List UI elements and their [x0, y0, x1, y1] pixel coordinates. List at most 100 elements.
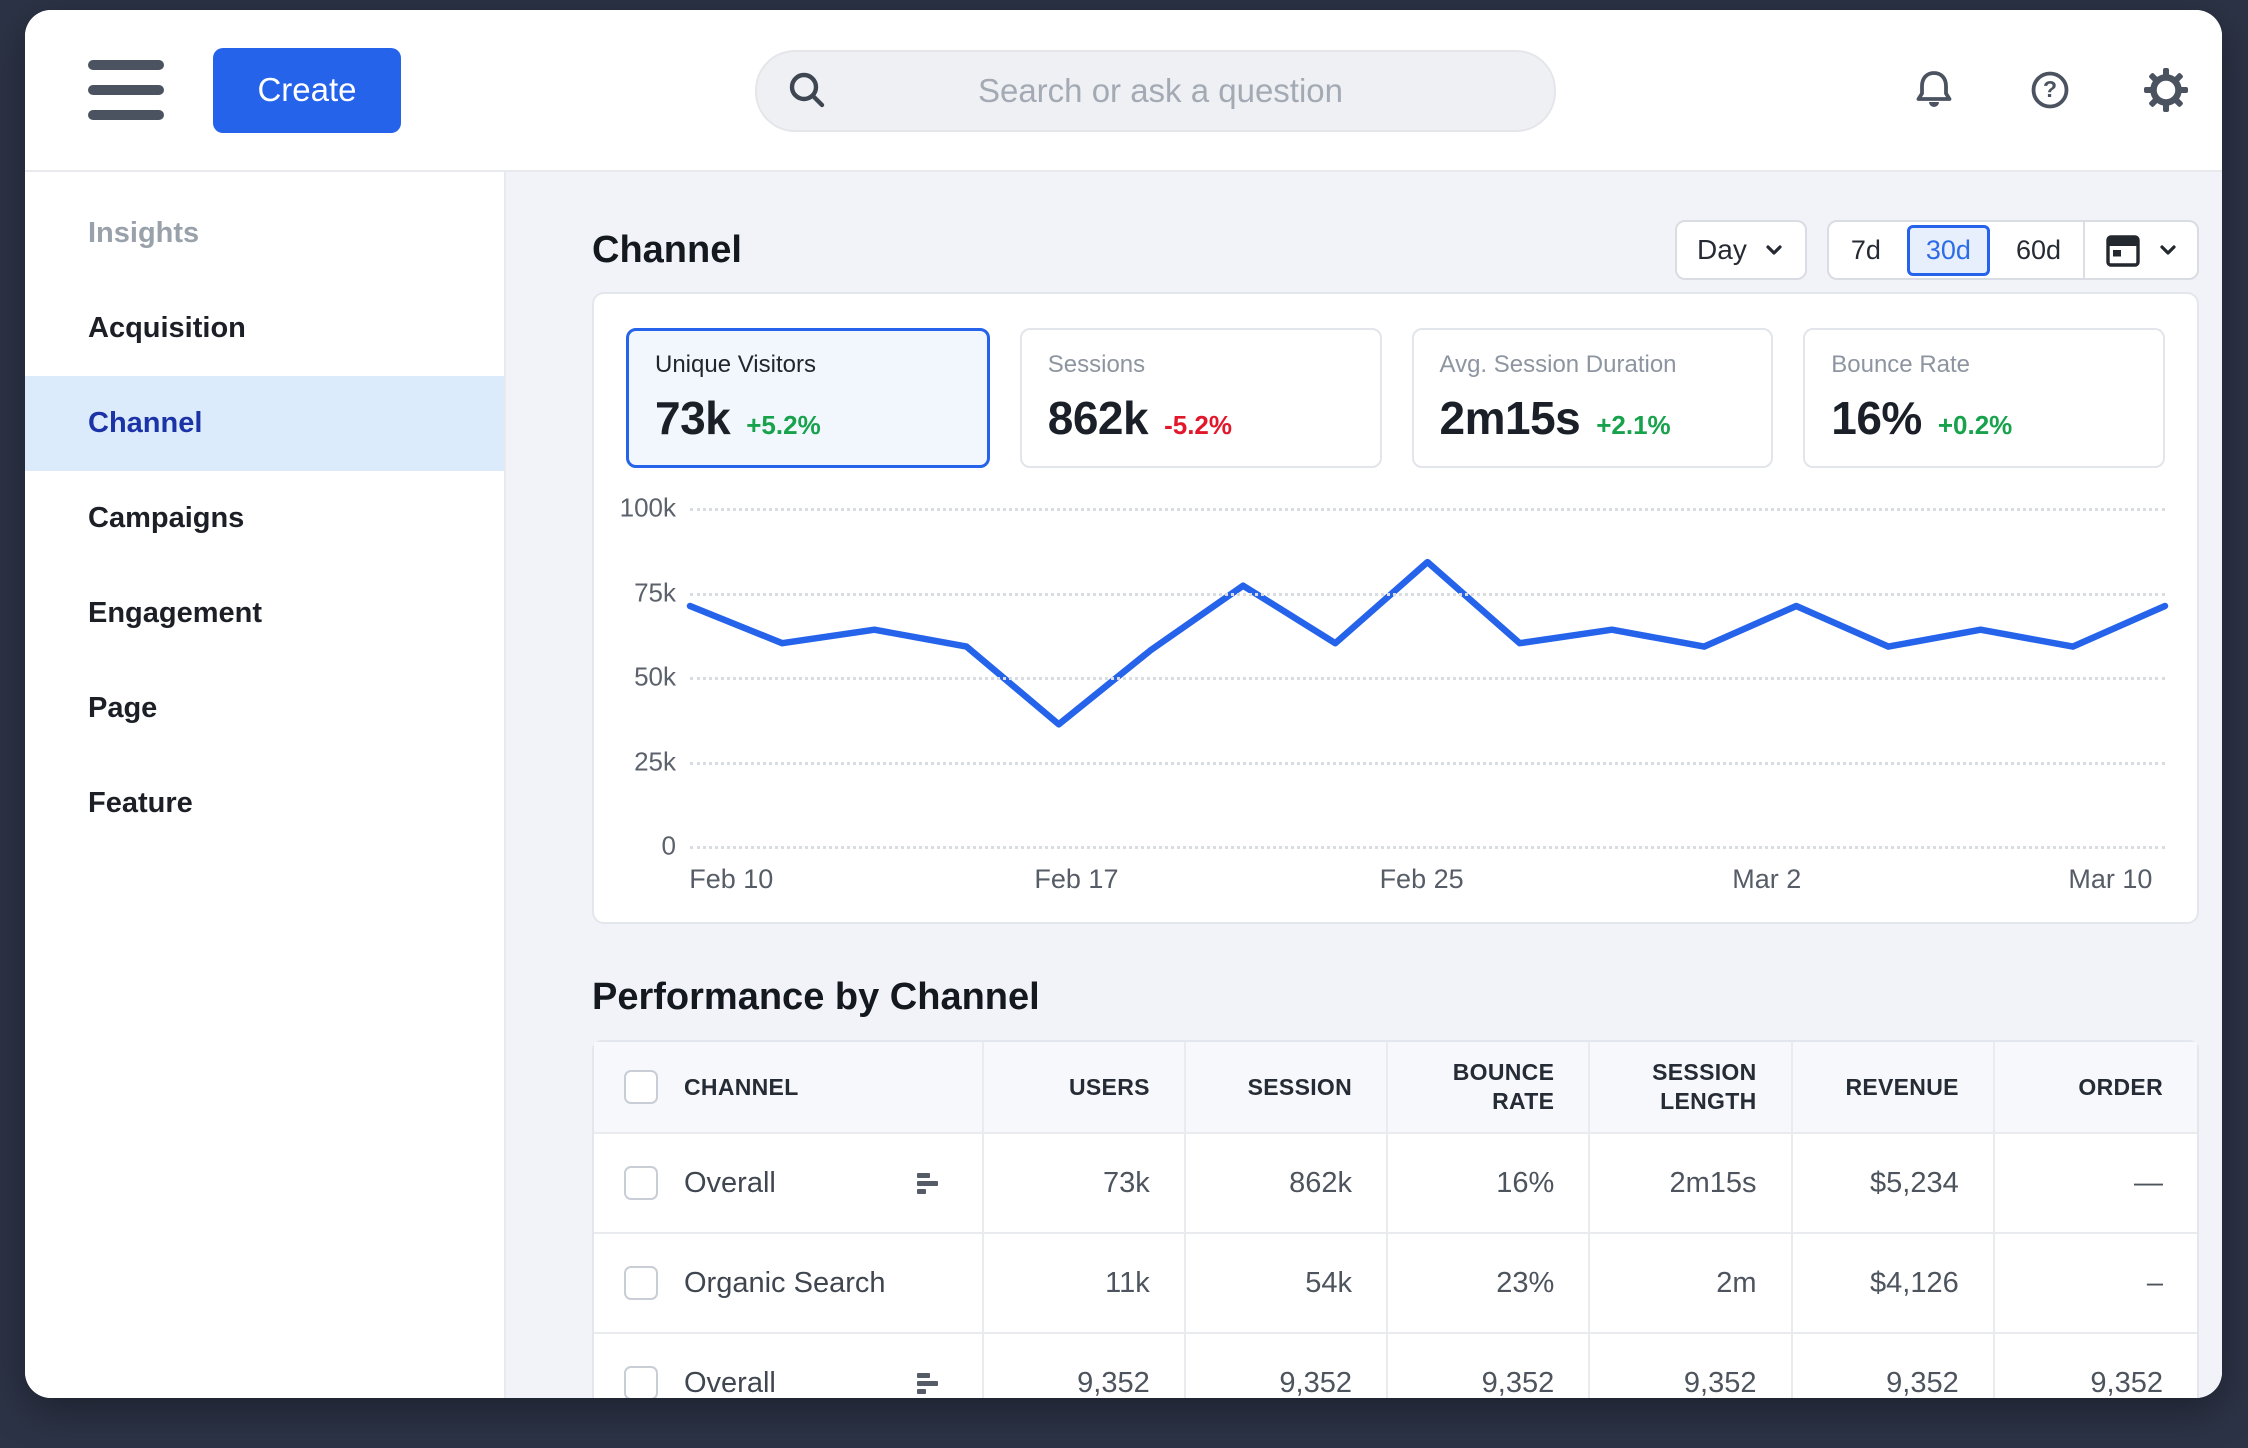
row-checkbox[interactable]: [624, 1166, 658, 1200]
kpi-label: Avg. Session Duration: [1439, 351, 1677, 378]
search-icon: [781, 64, 835, 118]
create-button[interactable]: Create: [213, 47, 401, 133]
cell-revenue: 9,352: [1793, 1334, 1995, 1398]
kpi-card-sessions[interactable]: Sessions 862k -5.2%: [1019, 328, 1382, 468]
kpi-delta: +2.1%: [1596, 410, 1671, 440]
filter-icon[interactable]: [916, 1372, 938, 1394]
cell-order: —: [1994, 1134, 2197, 1234]
kpi-card-bounce-rate[interactable]: Bounce Rate 16% +0.2%: [1803, 328, 2165, 468]
sidebar-item-campaigns[interactable]: Campaigns: [88, 502, 245, 534]
x-tick-label: Feb 25: [1379, 864, 1464, 894]
sidebar-item-acquisition[interactable]: Acquisition: [88, 312, 246, 344]
x-tick-label: Mar 2: [1732, 864, 1802, 894]
cell-channel: Organic Search: [594, 1234, 984, 1334]
table-row: Overall 9,352 9,352 9,352 9,352 9,352 9,352: [594, 1334, 2197, 1398]
kpi-card-unique-visitors[interactable]: Unique Visitors 73k +5.2%: [626, 328, 990, 468]
chevron-down-icon: [2160, 245, 2176, 255]
calendar-icon: [2106, 235, 2140, 267]
kpi-cards: Unique Visitors 73k +5.2% Sessions 862k …: [626, 328, 2165, 468]
chevron-down-icon: [1766, 245, 1782, 255]
table-row: Overall 73k 862k 16% 2m15s $5,234—: [594, 1134, 2197, 1234]
cell-session: 9,352: [1186, 1334, 1388, 1398]
search-input[interactable]: [835, 51, 1554, 131]
kpi-value: 2m15s: [1439, 392, 1581, 444]
header-cell-session: SESSION: [1185, 1042, 1388, 1134]
cell-bounce-rate: 16%: [1388, 1134, 1591, 1234]
filter-icon[interactable]: [916, 1172, 938, 1194]
header-cell-session-length: SESSION LENGTH: [1590, 1042, 1793, 1134]
kpi-value: 862k: [1047, 392, 1149, 444]
sidebar-item-page[interactable]: Page: [88, 692, 158, 724]
row-checkbox[interactable]: [624, 1366, 658, 1398]
kpi-label: Unique Visitors: [655, 351, 816, 378]
line-chart: 100k 75k 50k 25k 0: [620, 493, 2165, 861]
chart-plot-area: [690, 508, 2165, 849]
y-tick-label: 25k: [634, 746, 676, 776]
table-header-row: CHANNEL USERS SESSION BOUNCE RATE SESSION LE…: [594, 1042, 2197, 1134]
cell-users: 9,352: [984, 1334, 1186, 1398]
kpi-label: Bounce Rate: [1831, 351, 1971, 378]
sidebar-item-channel[interactable]: Channel: [25, 376, 504, 471]
search-bar[interactable]: [755, 50, 1556, 132]
help-icon[interactable]: ?: [2026, 66, 2074, 114]
date-controls: Day 7d 30d 60d: [1675, 220, 2199, 280]
kpi-label: Sessions: [1047, 351, 1146, 378]
main-content: Channel Day 7d 30d 60d: [506, 172, 2222, 1398]
header-cell-channel: CHANNEL: [594, 1042, 984, 1134]
cell-session: 54k: [1185, 1234, 1388, 1334]
x-tick-label: Feb 10: [689, 864, 774, 894]
y-tick-label: 100k: [619, 492, 676, 523]
kpi-value: 16%: [1831, 392, 1922, 444]
gridline-75k: [690, 592, 2165, 596]
kpi-delta: +0.2%: [1937, 410, 2013, 440]
gridline-0: [690, 846, 2165, 849]
channel-name: Overall: [684, 1366, 776, 1399]
cell-session-length: 9,352: [1590, 1334, 1793, 1398]
cell-channel: Overall: [594, 1134, 984, 1234]
page-title: Channel: [592, 228, 742, 271]
divider: [2083, 222, 2085, 278]
y-tick-label: 75k: [634, 577, 676, 607]
table-row: Organic Search 11k 54k 23% 2m $4,126–: [594, 1234, 2197, 1334]
cell-session-length: 2m: [1590, 1234, 1793, 1334]
gridline-25k: [690, 761, 2165, 765]
cell-users: 73k: [983, 1134, 1186, 1234]
settings-gear-icon[interactable]: [2142, 66, 2190, 114]
table-title: Performance by Channel: [592, 975, 1040, 1018]
range-button-7d[interactable]: 7d: [1850, 234, 1881, 265]
topbar-actions: ?: [1910, 10, 2190, 170]
sidebar-item-feature[interactable]: Feature: [88, 787, 193, 819]
header-cell-users: USERS: [983, 1042, 1186, 1134]
cell-revenue: $5,234: [1792, 1134, 1995, 1234]
cell-order: 9,352: [1995, 1334, 2197, 1398]
hamburger-menu-icon[interactable]: [88, 60, 164, 120]
sidebar-item-engagement[interactable]: Engagement: [88, 597, 263, 629]
window-body: Insights Acquisition Channel Campaigns E…: [25, 172, 2222, 1398]
chart-panel: Unique Visitors 73k +5.2% Sessions 862k …: [592, 292, 2199, 924]
row-checkbox[interactable]: [624, 1266, 658, 1300]
cell-bounce-rate: 9,352: [1388, 1334, 1591, 1398]
range-segmented-control: 7d 30d 60d: [1826, 220, 2199, 280]
performance-table: CHANNEL USERS SESSION BOUNCE RATE SESSION LE…: [592, 1040, 2199, 1398]
kpi-card-avg-session-duration[interactable]: Avg. Session Duration 2m15s +2.1%: [1411, 328, 1774, 468]
header-cell-revenue: REVENUE: [1792, 1042, 1995, 1134]
svg-text:?: ?: [2043, 76, 2057, 102]
top-bar: Create ?: [25, 10, 2222, 172]
chart-line: [690, 508, 2165, 846]
cell-session: 862k: [1185, 1134, 1388, 1234]
select-all-checkbox[interactable]: [624, 1070, 658, 1104]
column-label: CHANNEL: [684, 1073, 799, 1100]
gridline-50k: [690, 677, 2165, 680]
cell-session-length: 2m15s: [1590, 1134, 1793, 1234]
interval-dropdown[interactable]: Day: [1675, 220, 1807, 280]
header-cell-order: ORDER: [1994, 1042, 2197, 1134]
cell-order: –: [1994, 1234, 2197, 1334]
channel-name: Organic Search: [684, 1266, 886, 1299]
chart-y-axis: 100k 75k 50k 25k 0: [620, 493, 690, 861]
calendar-range-button[interactable]: [2085, 222, 2197, 278]
range-button-60d[interactable]: 60d: [2015, 234, 2061, 265]
header-cell-bounce-rate: BOUNCE RATE: [1388, 1042, 1591, 1134]
notifications-bell-icon[interactable]: [1910, 66, 1958, 114]
range-button-30d[interactable]: 30d: [1906, 224, 1990, 276]
